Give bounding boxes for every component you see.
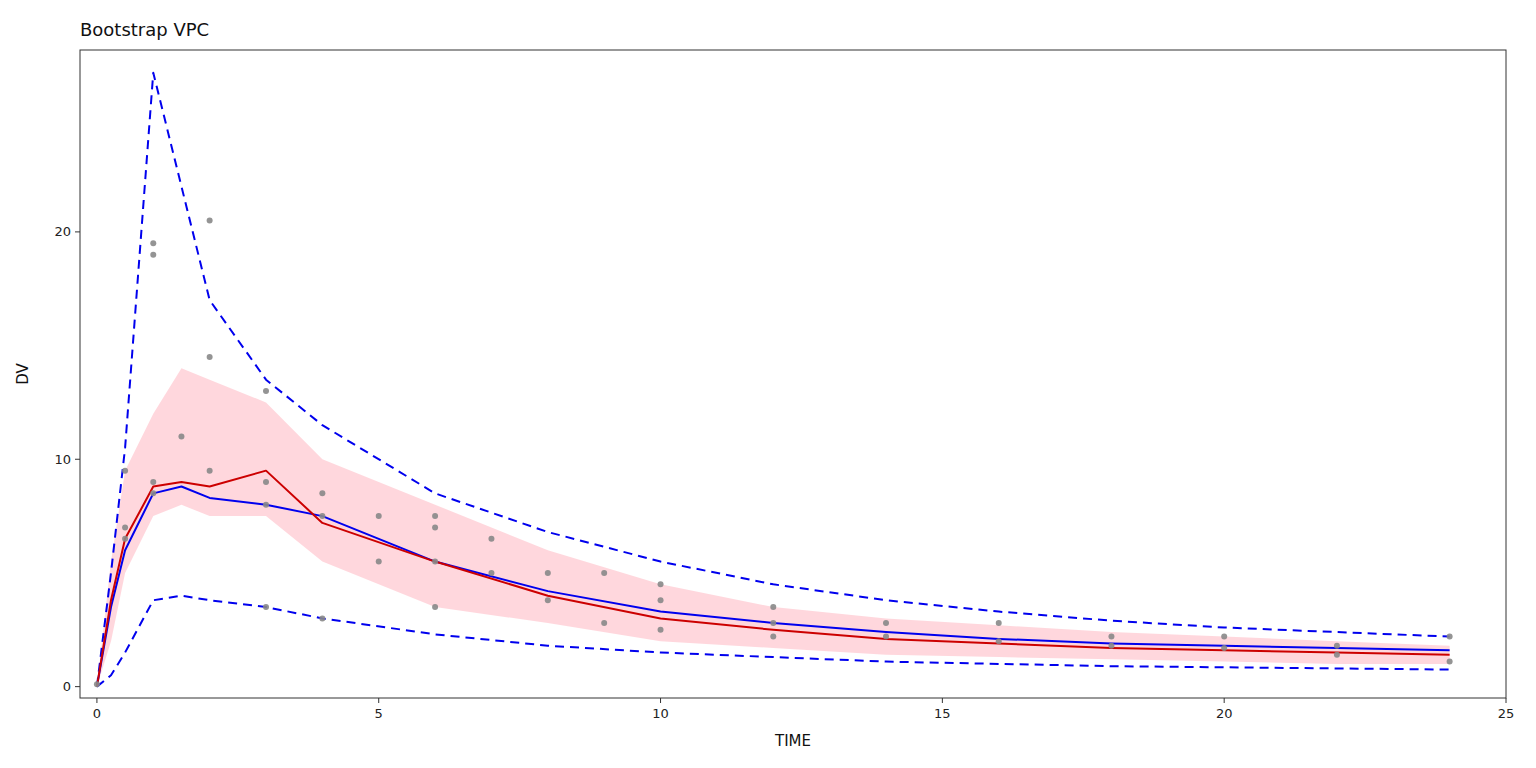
point <box>122 524 128 530</box>
axes: 0 5 10 15 20 25 0 10 20 <box>54 224 1514 721</box>
point <box>150 252 156 258</box>
point <box>432 559 438 565</box>
tick-label: 5 <box>375 706 383 721</box>
x-axis-label: TIME <box>774 732 811 750</box>
point <box>488 536 494 542</box>
point <box>122 468 128 474</box>
point <box>1221 634 1227 640</box>
point <box>1221 645 1227 651</box>
point <box>1447 634 1453 640</box>
point <box>319 615 325 621</box>
tick-label: 15 <box>934 706 951 721</box>
point <box>545 597 551 603</box>
point <box>883 620 889 626</box>
point <box>150 479 156 485</box>
point <box>207 468 213 474</box>
plot-frame <box>80 50 1506 698</box>
tick-label: 0 <box>93 706 101 721</box>
tick <box>75 231 80 232</box>
point <box>601 620 607 626</box>
tick-label: 10 <box>652 706 669 721</box>
tick <box>660 698 661 703</box>
point <box>150 240 156 246</box>
point <box>1334 643 1340 649</box>
title: Bootstrap VPC <box>80 19 209 40</box>
point <box>376 513 382 519</box>
point <box>770 634 776 640</box>
point <box>122 536 128 542</box>
point <box>658 581 664 587</box>
point <box>178 434 184 440</box>
point <box>263 502 269 508</box>
point <box>207 354 213 360</box>
point <box>883 634 889 640</box>
line <box>97 471 1450 687</box>
dashed-line <box>97 73 1450 687</box>
point <box>432 604 438 610</box>
point <box>601 570 607 576</box>
plot-area <box>94 73 1453 688</box>
y-axis-label: DV <box>14 362 32 384</box>
tick <box>378 698 379 703</box>
point <box>770 620 776 626</box>
point <box>770 604 776 610</box>
point <box>996 620 1002 626</box>
point <box>319 513 325 519</box>
point <box>376 559 382 565</box>
tick <box>96 698 97 703</box>
point <box>263 604 269 610</box>
point <box>1447 659 1453 665</box>
point <box>488 570 494 576</box>
point <box>1108 634 1114 640</box>
tick <box>75 459 80 460</box>
point <box>658 597 664 603</box>
ci-band <box>97 368 1450 686</box>
point <box>1108 643 1114 649</box>
point <box>94 681 100 687</box>
tick <box>75 686 80 687</box>
point <box>207 218 213 224</box>
point <box>263 479 269 485</box>
tick-label: 20 <box>54 224 71 239</box>
point <box>150 490 156 496</box>
point <box>263 388 269 394</box>
tick <box>1224 698 1225 703</box>
point <box>432 524 438 530</box>
tick-label: 20 <box>1216 706 1233 721</box>
tick-label: 10 <box>54 452 71 467</box>
line <box>97 487 1450 687</box>
point <box>1334 652 1340 658</box>
dashed-line <box>97 596 1450 687</box>
point <box>319 490 325 496</box>
point <box>658 627 664 633</box>
point <box>432 513 438 519</box>
tick-label: 25 <box>1498 706 1515 721</box>
tick-label: 0 <box>63 679 71 694</box>
tick <box>1506 698 1507 703</box>
point <box>545 570 551 576</box>
chart: 0 5 10 15 20 25 0 10 20 Bootstrap VPC TIME DV <box>0 0 1536 768</box>
tick <box>942 698 943 703</box>
point <box>996 638 1002 644</box>
